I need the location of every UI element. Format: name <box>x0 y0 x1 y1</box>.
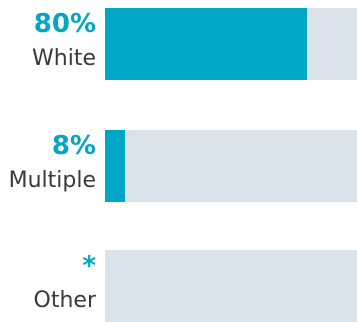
bar-value-label: 8% <box>51 131 96 161</box>
bar-label-group: 8% Multiple <box>0 129 96 201</box>
bar-track <box>105 250 357 322</box>
bar-fill-white <box>105 8 307 80</box>
bar-fill-multiple <box>105 130 125 202</box>
bar-track <box>105 8 357 80</box>
bar-category-label: Other <box>33 288 96 313</box>
bar-category-label: White <box>32 46 96 71</box>
bar-value-label: * <box>82 251 96 281</box>
bar-row-multiple: 8% Multiple <box>0 129 357 202</box>
bar-category-label: Multiple <box>8 168 96 193</box>
bar-row-other: * Other <box>0 249 357 322</box>
bar-label-group: * Other <box>0 249 96 321</box>
bar-value-label: 80% <box>33 9 96 39</box>
bar-row-white: 80% White <box>0 7 357 80</box>
bar-label-group: 80% White <box>0 7 96 79</box>
bar-track <box>105 130 357 202</box>
